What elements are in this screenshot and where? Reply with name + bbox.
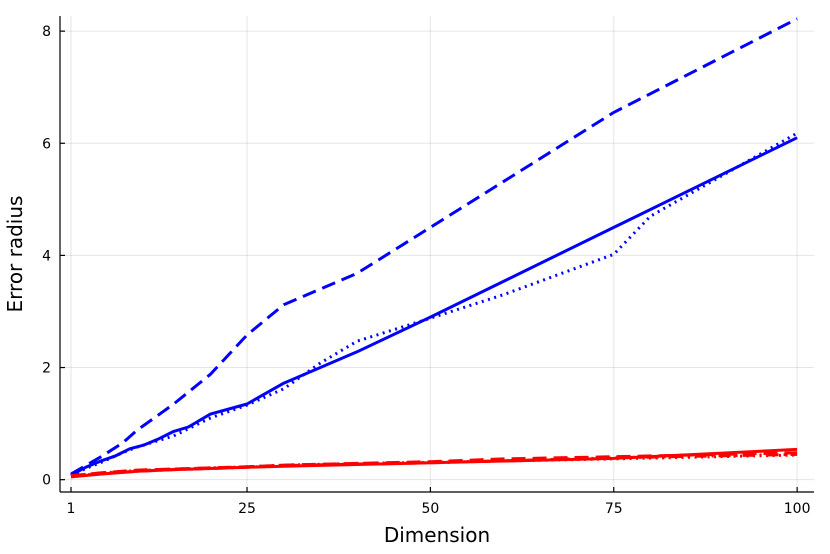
y-tick-label: 6 xyxy=(42,136,51,152)
series-line-5 xyxy=(70,453,798,478)
x-tick-label: 100 xyxy=(784,501,811,517)
y-tick-label: 2 xyxy=(42,361,51,377)
x-tick-label: 1 xyxy=(67,501,76,517)
y-tick-label: 8 xyxy=(42,24,51,40)
x-tick-label: 50 xyxy=(421,501,439,517)
series-line-7 xyxy=(70,452,798,478)
x-tick-label: 25 xyxy=(238,501,256,517)
x-tick-label: 75 xyxy=(605,501,623,517)
series-line-2 xyxy=(70,131,798,478)
grid xyxy=(60,16,814,492)
y-tick-label: 4 xyxy=(42,248,51,264)
y-tick-label: 0 xyxy=(42,473,51,489)
series-line-3 xyxy=(70,17,798,476)
axes xyxy=(59,16,814,493)
ticks: 1 25 50 75 100 0 2 4 6 8 xyxy=(42,24,810,517)
y-axis-title: Error radius xyxy=(3,196,27,313)
series-line-1 xyxy=(70,136,798,477)
series-layer xyxy=(70,17,798,479)
x-axis-title: Dimension xyxy=(384,523,490,547)
